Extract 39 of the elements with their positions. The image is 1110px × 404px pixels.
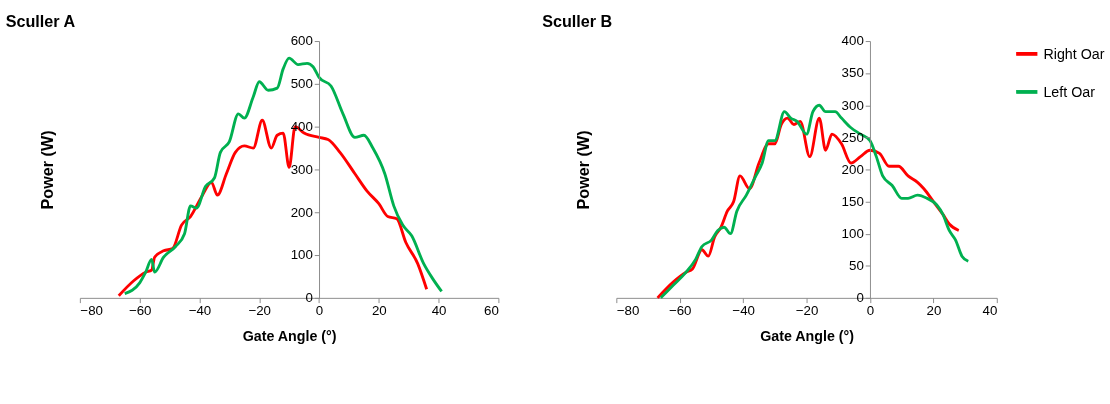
x-axis-title: Gate Angle (°) — [242, 328, 337, 345]
y-tick-label: 250 — [841, 129, 864, 145]
legend-label: Left Oar — [1043, 83, 1096, 100]
x-tick-label: −40 — [732, 303, 755, 319]
x-tick-label: 20 — [926, 303, 942, 319]
x-tick-label: −60 — [128, 303, 152, 319]
y-axis-title: Power (W) — [37, 130, 56, 210]
x-tick-label: 0 — [315, 303, 324, 319]
y-tick-label: 500 — [290, 76, 313, 92]
y-tick-label: 350 — [841, 65, 864, 81]
x-tick-label: −80 — [80, 303, 103, 319]
y-tick-label: 100 — [290, 247, 313, 263]
chart-title: Sculler A — [5, 11, 76, 30]
y-tick-label: 50 — [849, 258, 864, 274]
legend-label: Right Oar — [1043, 45, 1105, 62]
x-tick-label: −60 — [668, 303, 692, 319]
y-tick-label: 0 — [305, 290, 313, 306]
y-tick-label: 600 — [290, 33, 313, 49]
x-tick-label: −20 — [795, 303, 819, 319]
x-tick-label: −40 — [188, 303, 212, 319]
y-tick-label: 150 — [841, 193, 864, 209]
y-tick-label: 200 — [841, 161, 864, 177]
y-tick-label: 400 — [841, 33, 864, 49]
x-tick-label: −80 — [616, 303, 640, 319]
y-tick-label: 100 — [841, 225, 864, 241]
y-tick-label: 0 — [856, 290, 864, 306]
y-tick-label: 300 — [841, 97, 864, 113]
x-tick-label: 40 — [982, 303, 998, 319]
x-tick-label: 20 — [371, 303, 387, 319]
x-axis-title: Gate Angle (°) — [760, 328, 855, 345]
x-tick-label: −20 — [248, 303, 272, 319]
y-tick-label: 200 — [290, 204, 313, 220]
y-tick-label: 400 — [290, 118, 313, 134]
chart-title: Sculler B — [542, 11, 613, 30]
x-tick-label: 60 — [484, 303, 499, 319]
y-tick-label: 300 — [290, 161, 313, 177]
x-tick-label: 0 — [866, 303, 875, 319]
y-axis-title: Power (W) — [574, 130, 593, 210]
x-tick-label: 40 — [431, 303, 447, 319]
